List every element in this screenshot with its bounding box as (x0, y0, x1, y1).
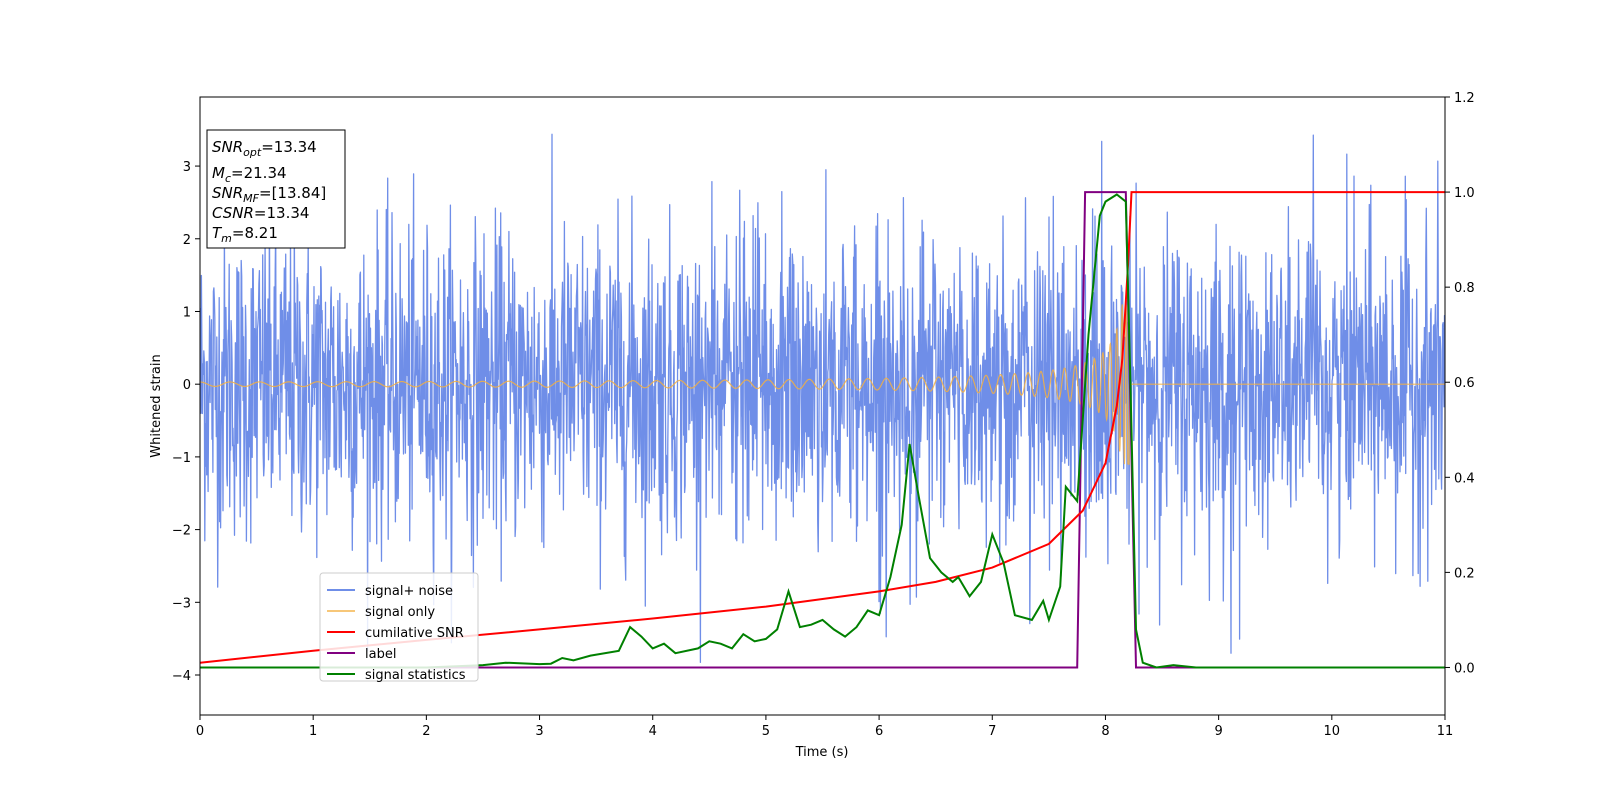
series-signal-noise-line (200, 133, 1445, 664)
x-axis-label: Time (s) (795, 745, 849, 760)
y-tick-label: 0 (183, 378, 191, 393)
y-axis-left: 3 2 1 0 −1 −2 −3 −4 (172, 160, 200, 684)
x-tick-label: 1 (309, 724, 317, 739)
y-tick-label: −4 (172, 669, 191, 684)
legend-label: label (365, 647, 396, 662)
plot-area (200, 133, 1445, 669)
x-axis: 0 1 2 3 4 5 6 7 8 9 10 11 (196, 715, 1453, 739)
y-tick-label: 3 (183, 160, 191, 175)
info-csnr: CSNR=13.34 (212, 204, 309, 222)
legend-label: signal only (365, 605, 435, 620)
y-tick-label: −2 (172, 524, 191, 539)
x-tick-label: 9 (1214, 724, 1222, 739)
legend: signal+ noise signal only cumilative SNR la… (319, 572, 479, 683)
y2-tick-label: 1.2 (1454, 91, 1475, 106)
x-tick-label: 3 (535, 724, 543, 739)
x-tick-label: 7 (988, 724, 996, 739)
y2-tick-label: 0.4 (1454, 471, 1475, 486)
info-box-frame (206, 129, 346, 249)
info-snr-opt: SNRopt=13.34 (212, 138, 317, 159)
info-box: SNRopt=13.34 Mc=21.34 SNRMF=[13.84] CSNR… (206, 129, 346, 249)
series-cumilative-snr-line (200, 191, 1445, 664)
legend-label: signal statistics (365, 668, 466, 683)
series-signal-only-line (200, 304, 1445, 465)
x-tick-label: 8 (1101, 724, 1109, 739)
y-tick-label: −3 (172, 596, 191, 611)
x-tick-label: 2 (422, 724, 430, 739)
y2-tick-label: 0.8 (1454, 281, 1475, 296)
y2-tick-label: 0.0 (1454, 661, 1475, 676)
x-tick-label: 0 (196, 724, 204, 739)
y-tick-label: 1 (183, 305, 191, 320)
x-tick-label: 11 (1437, 724, 1454, 739)
x-tick-label: 5 (762, 724, 770, 739)
x-tick-label: 10 (1324, 724, 1341, 739)
series-signal-statistics-line (200, 193, 1445, 669)
info-tm: Tm=8.21 (212, 224, 278, 245)
y-tick-label: −1 (172, 451, 191, 466)
x-tick-label: 6 (875, 724, 883, 739)
legend-frame (319, 572, 479, 682)
y2-tick-label: 1.0 (1454, 186, 1475, 201)
y2-tick-label: 0.6 (1454, 376, 1475, 391)
y-tick-label: 2 (183, 233, 191, 248)
legend-label: cumilative SNR (365, 626, 464, 641)
info-snr-mf: SNRMF=[13.84] (212, 184, 326, 205)
y2-tick-label: 0.2 (1454, 566, 1475, 581)
legend-label: signal+ noise (365, 584, 453, 599)
x-tick-label: 4 (649, 724, 657, 739)
y-axis-label: Whitened strain (149, 354, 164, 457)
plot-frame (199, 96, 1446, 716)
info-mc: Mc=21.34 (212, 164, 287, 185)
y-axis-right: 1.2 1.0 0.8 0.6 0.4 0.2 0.0 (1445, 91, 1475, 676)
